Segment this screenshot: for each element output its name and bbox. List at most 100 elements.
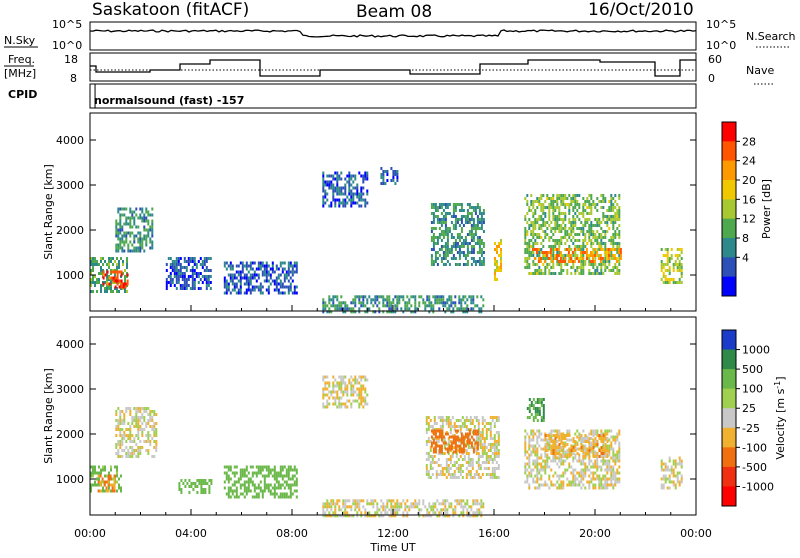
- echo-cell: [610, 215, 613, 218]
- echo-cell: [127, 222, 130, 226]
- echo-cell: [550, 197, 553, 200]
- echo-cell: [573, 260, 576, 263]
- echo-cell: [530, 233, 533, 236]
- echo-cell: [576, 447, 579, 451]
- echo-cell: [605, 257, 608, 260]
- echo-cell: [253, 261, 256, 265]
- echo-cell: [498, 242, 500, 245]
- echo-cell: [189, 260, 192, 263]
- echo-cell: [604, 248, 607, 251]
- echo-cell: [360, 301, 363, 305]
- echo-cell: [470, 227, 473, 230]
- echo-cell: [532, 200, 535, 203]
- echo-cell: [491, 467, 494, 470]
- echo-cell: [600, 440, 603, 443]
- echo-cell: [332, 390, 335, 394]
- echo-cell: [608, 468, 611, 472]
- echo-cell: [550, 435, 553, 439]
- echo-cell: [382, 176, 385, 179]
- echo-cell: [612, 435, 615, 439]
- echo-cell: [608, 209, 611, 212]
- echo-cell: [528, 272, 531, 275]
- echo-cell: [111, 486, 114, 490]
- echo-cell: [342, 402, 345, 406]
- echo-cell: [273, 282, 276, 286]
- echo-cell: [358, 307, 361, 311]
- echo-cell: [660, 248, 663, 251]
- echo-cell: [608, 239, 611, 242]
- echo-cell: [532, 468, 535, 472]
- echo-cell: [94, 257, 96, 260]
- echo-cell: [462, 209, 465, 212]
- echo-cell: [448, 444, 451, 448]
- echo-cell: [592, 224, 595, 227]
- echo-cell: [604, 254, 607, 257]
- echo-cell: [600, 266, 603, 269]
- echo-cell: [352, 198, 355, 202]
- echo-cell: [614, 453, 617, 457]
- echo-cell: [598, 486, 601, 490]
- echo-cell: [253, 486, 256, 490]
- echo-cell: [476, 429, 479, 433]
- echo-cell: [500, 251, 502, 254]
- echo-cell: [438, 301, 441, 305]
- echo-cell: [538, 218, 541, 221]
- y-tick-label: 2000: [56, 428, 84, 441]
- echo-cell: [582, 245, 585, 248]
- echo-cell: [382, 505, 385, 509]
- echo-cell: [326, 508, 329, 512]
- echo-cell: [456, 438, 459, 442]
- echo-cell: [434, 447, 437, 451]
- echo-region: [102, 270, 129, 289]
- echo-cell: [147, 419, 150, 422]
- echo-cell: [436, 298, 439, 302]
- echo-cell: [143, 216, 146, 220]
- echo-cell: [233, 285, 236, 289]
- echo-cell: [291, 468, 294, 472]
- echo-cell: [435, 470, 438, 473]
- echo-cell: [131, 449, 134, 452]
- echo-cell: [368, 307, 371, 311]
- echo-cell: [466, 212, 469, 215]
- echo-cell: [239, 483, 242, 487]
- echo-cell: [546, 227, 549, 230]
- colorbar-cell: [722, 180, 736, 200]
- echo-cell: [344, 405, 347, 409]
- echo-cell: [380, 176, 383, 179]
- echo-cell: [434, 236, 437, 239]
- echo-cell: [446, 447, 449, 451]
- echo-cell: [570, 438, 573, 442]
- echo-cell: [600, 480, 603, 484]
- echo-cell: [556, 194, 559, 197]
- echo-cell: [111, 489, 114, 493]
- echo-cell: [267, 270, 270, 274]
- echo-cell: [328, 310, 331, 314]
- echo-cell: [612, 477, 615, 481]
- echo-cell: [468, 218, 471, 221]
- echo-cell: [428, 514, 431, 518]
- y-tick-label: 4000: [56, 134, 84, 147]
- echo-cell: [552, 449, 555, 452]
- echo-cell: [126, 260, 128, 263]
- echo-cell: [179, 275, 182, 278]
- echo-cell: [582, 233, 585, 236]
- echo-cell: [534, 432, 537, 436]
- echo-cell: [432, 502, 435, 506]
- echo-cell: [550, 440, 553, 443]
- echo-cell: [496, 245, 498, 248]
- echo-cell: [145, 240, 148, 244]
- echo-cell: [468, 206, 471, 209]
- echo-cell: [568, 434, 571, 437]
- echo-cell: [285, 495, 288, 499]
- echo-cell: [117, 228, 120, 232]
- echo-cell: [104, 281, 106, 284]
- echo-cell: [479, 476, 482, 479]
- echo-cell: [342, 186, 345, 190]
- echo-cell: [281, 474, 284, 478]
- echo-cell: [459, 473, 462, 476]
- echo-cell: [489, 434, 492, 437]
- echo-cell: [205, 287, 208, 290]
- echo-cell: [554, 483, 557, 487]
- echo-cell: [600, 245, 603, 248]
- echo-cell: [526, 480, 529, 484]
